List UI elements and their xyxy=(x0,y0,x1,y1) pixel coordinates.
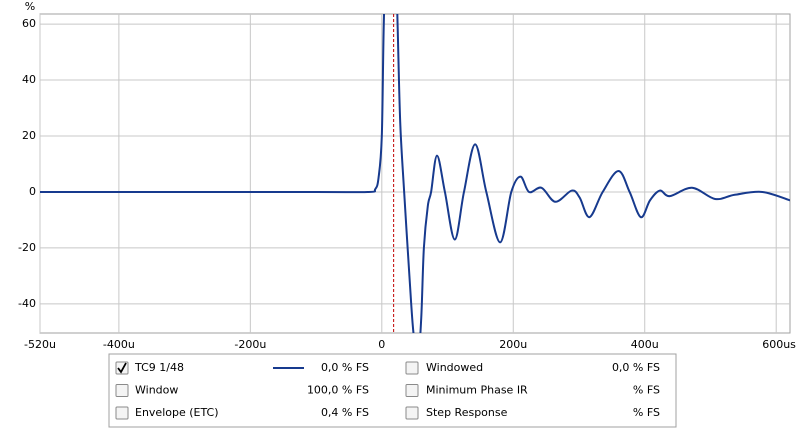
x-axis-label: s xyxy=(790,338,796,351)
legend-readout: 0,4 % FS xyxy=(321,406,369,419)
legend-label: Envelope (ETC) xyxy=(135,406,219,419)
y-tick-label: 20 xyxy=(22,129,36,142)
impulse-line xyxy=(40,14,790,333)
x-tick-label: -400u xyxy=(103,338,135,351)
y-tick-label: 60 xyxy=(22,17,36,30)
legend-readout: 0,0 % FS xyxy=(321,361,369,374)
x-tick-label: 400u xyxy=(631,338,659,351)
checkbox[interactable] xyxy=(405,406,419,420)
x-tick-label: 600u xyxy=(762,338,790,351)
x-tick-label: -520u xyxy=(24,338,56,351)
legend-readout: % FS xyxy=(633,384,660,397)
x-tick-label: 0 xyxy=(378,338,385,351)
y-tick-label: -40 xyxy=(18,297,36,310)
y-tick-label: 40 xyxy=(22,73,36,86)
y-axis-label: % xyxy=(25,0,35,13)
legend-panel xyxy=(108,353,677,428)
y-tick-label: -20 xyxy=(18,241,36,254)
checkbox[interactable] xyxy=(115,384,129,397)
checkmark xyxy=(117,362,127,374)
legend-label: Windowed xyxy=(426,361,483,374)
legend-readout: 100,0 % FS xyxy=(307,384,369,397)
legend-label: Minimum Phase IR xyxy=(426,384,528,397)
legend-label: Step Response xyxy=(426,406,508,419)
x-tick-label: 200u xyxy=(499,338,527,351)
legend-label: TC9 1/48 xyxy=(134,361,184,374)
checkbox[interactable] xyxy=(115,406,129,420)
y-tick-label: 0 xyxy=(29,185,36,198)
checkbox[interactable] xyxy=(405,361,419,375)
legend-readout: % FS xyxy=(633,406,660,419)
x-tick-label: -200u xyxy=(234,338,266,351)
plot-area xyxy=(39,13,791,334)
checkbox[interactable] xyxy=(405,384,419,397)
legend-readout: 0,0 % FS xyxy=(612,361,660,374)
legend-label: Window xyxy=(135,384,178,397)
